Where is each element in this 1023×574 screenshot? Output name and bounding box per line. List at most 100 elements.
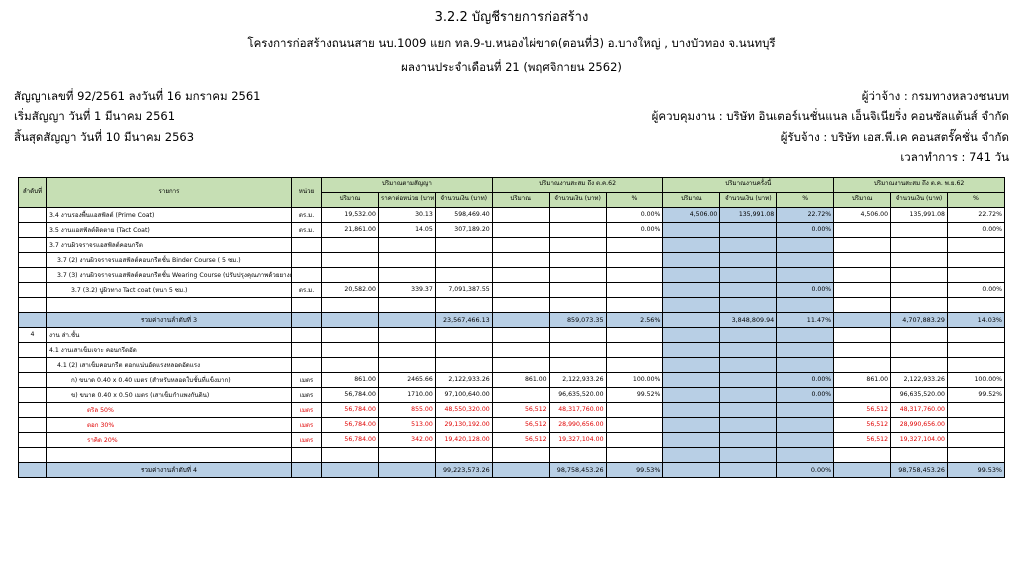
meta-row-contract: สัญญาเลขที่ 92/2561 ลงวันที่ 16 มกราคม 2… (14, 86, 1009, 106)
cell-item-no (18, 431, 47, 448)
cell-prev-pct: 99.53% (605, 461, 664, 478)
cell-total-qty (833, 251, 892, 268)
cell-contract-amt: 97,100,640.00 (434, 386, 493, 403)
cell-contract-qty (321, 266, 379, 283)
cell-prev-pct (605, 266, 664, 283)
cell-total-pct (946, 296, 1006, 313)
cell-unit (291, 251, 322, 268)
cell-item-no (18, 461, 47, 478)
cell-contract-qty (321, 446, 379, 463)
cell-now-amt (719, 281, 778, 298)
cell-contract-qty (321, 296, 379, 313)
cell-contract-rate (377, 251, 436, 268)
cell-unit: เมตร (291, 431, 322, 448)
cell-contract-rate: 342.00 (377, 431, 436, 448)
contract-no-label: สัญญาเลขที่ 92/2561 ลงวันที่ 16 มกราคม 2… (14, 89, 261, 104)
table-row: 4 งาน ส่า.ชั้น (18, 326, 1006, 343)
cell-item-no (18, 356, 47, 373)
cell-contract-amt (434, 266, 493, 283)
cell-contract-rate (377, 296, 436, 313)
cell-now-qty (662, 326, 721, 343)
cell-contract-qty: 19,532.00 (321, 206, 379, 223)
table-row (18, 296, 1006, 313)
cell-now-pct (776, 416, 835, 433)
cell-now-pct (776, 446, 835, 463)
cell-prev-qty (491, 356, 550, 373)
cell-prev-amt: 19,327,104.00 (548, 431, 607, 448)
cell-contract-qty (321, 341, 379, 358)
cell-prev-pct (605, 251, 664, 268)
col-prev-pct: % (605, 191, 664, 208)
cell-now-amt: 135,991.08 (719, 206, 778, 223)
table-body: 3.4 งานรองพื้นแอสฟัลต์ (Prime Coat) ตร.ม.… (18, 206, 1006, 478)
cell-now-qty (662, 461, 721, 478)
cell-prev-amt: 98,758,453.26 (548, 461, 607, 478)
cell-now-pct (776, 326, 835, 343)
table-row: 3.7 (3.2) ปูผิวทาง Tact coat (หนา 5 ซม.)… (18, 281, 1006, 298)
cell-total-amt (890, 221, 948, 238)
cell-contract-rate: 30.13 (377, 206, 436, 223)
cell-now-qty (662, 401, 721, 418)
cell-total-qty: 861.00 (833, 371, 892, 388)
cell-now-qty (662, 236, 721, 253)
cell-unit: ตร.ม. (291, 221, 322, 238)
start-date-label: เริ่มสัญญา วันที่ 1 มีนาคม 2561 (14, 109, 176, 124)
cell-prev-amt: 859,073.35 (548, 311, 607, 328)
cell-contract-rate: 339.37 (377, 281, 436, 298)
cell-now-pct: 11.47% (776, 311, 835, 328)
cell-contract-amt (434, 251, 493, 268)
cell-now-pct: 0.00% (776, 386, 835, 403)
cell-total-pct (946, 236, 1006, 253)
cell-prev-amt (548, 341, 607, 358)
cell-unit (291, 461, 322, 478)
cell-contract-rate: 1710.00 (377, 386, 436, 403)
cell-total-amt (890, 341, 948, 358)
cell-prev-qty (491, 266, 550, 283)
table-row: 3.7 งานผิวจราจรแอสฟัลต์คอนกรีต (18, 236, 1006, 253)
cell-now-pct (776, 401, 835, 418)
cell-total-qty: 4,506.00 (833, 206, 892, 223)
cell-total-pct (946, 401, 1006, 418)
cell-now-qty (662, 446, 721, 463)
cell-prev-amt (548, 446, 607, 463)
cell-contract-rate (377, 266, 436, 283)
cell-contract-rate (377, 341, 436, 358)
cell-description (46, 296, 292, 313)
cell-total-qty (833, 296, 892, 313)
cell-contract-amt: 23,567,466.13 (434, 311, 493, 328)
cell-prev-pct (605, 431, 664, 448)
cell-prev-pct: 100.00% (605, 371, 664, 388)
cell-total-pct (946, 251, 1006, 268)
cell-description: ก) ขนาด 0.40 x 0.40 เมตร (สำหรับหลอดใบชั… (46, 371, 292, 388)
cell-contract-rate (377, 356, 436, 373)
cell-unit (291, 446, 322, 463)
cell-prev-qty (491, 386, 550, 403)
table-row: 3.7 (2) งานผิวจราจรแอสฟัลต์คอนกรีตชั้น B… (18, 251, 1006, 268)
cell-now-amt (719, 251, 778, 268)
cell-contract-rate: 855.00 (377, 401, 436, 418)
cell-total-amt (890, 296, 948, 313)
cell-item-no (18, 236, 47, 253)
cell-total-pct: 99.52% (946, 386, 1006, 403)
cell-now-qty (662, 431, 721, 448)
cell-item-no (18, 296, 47, 313)
cell-prev-pct (605, 446, 664, 463)
cell-contract-amt: 29,130,192.00 (434, 416, 493, 433)
cell-now-qty (662, 386, 721, 403)
cell-prev-amt (548, 296, 607, 313)
cell-unit: เมตร (291, 386, 322, 403)
cell-contract-rate (377, 236, 436, 253)
cell-description: 4.1 งานเสาเข็มเจาะ คอนกรีตอัด (46, 341, 292, 358)
cell-total-pct (946, 431, 1006, 448)
cell-total-qty: 56,512 (833, 416, 892, 433)
cell-contract-qty (321, 311, 379, 328)
cell-contract-amt (434, 446, 493, 463)
cell-now-qty (662, 296, 721, 313)
cell-contract-qty: 20,582.00 (321, 281, 379, 298)
table-row: 4.1 งานเสาเข็มเจาะ คอนกรีตอัด (18, 341, 1006, 358)
cell-now-qty (662, 341, 721, 358)
cell-total-qty (833, 236, 892, 253)
cell-now-amt (719, 416, 778, 433)
cell-now-pct (776, 251, 835, 268)
